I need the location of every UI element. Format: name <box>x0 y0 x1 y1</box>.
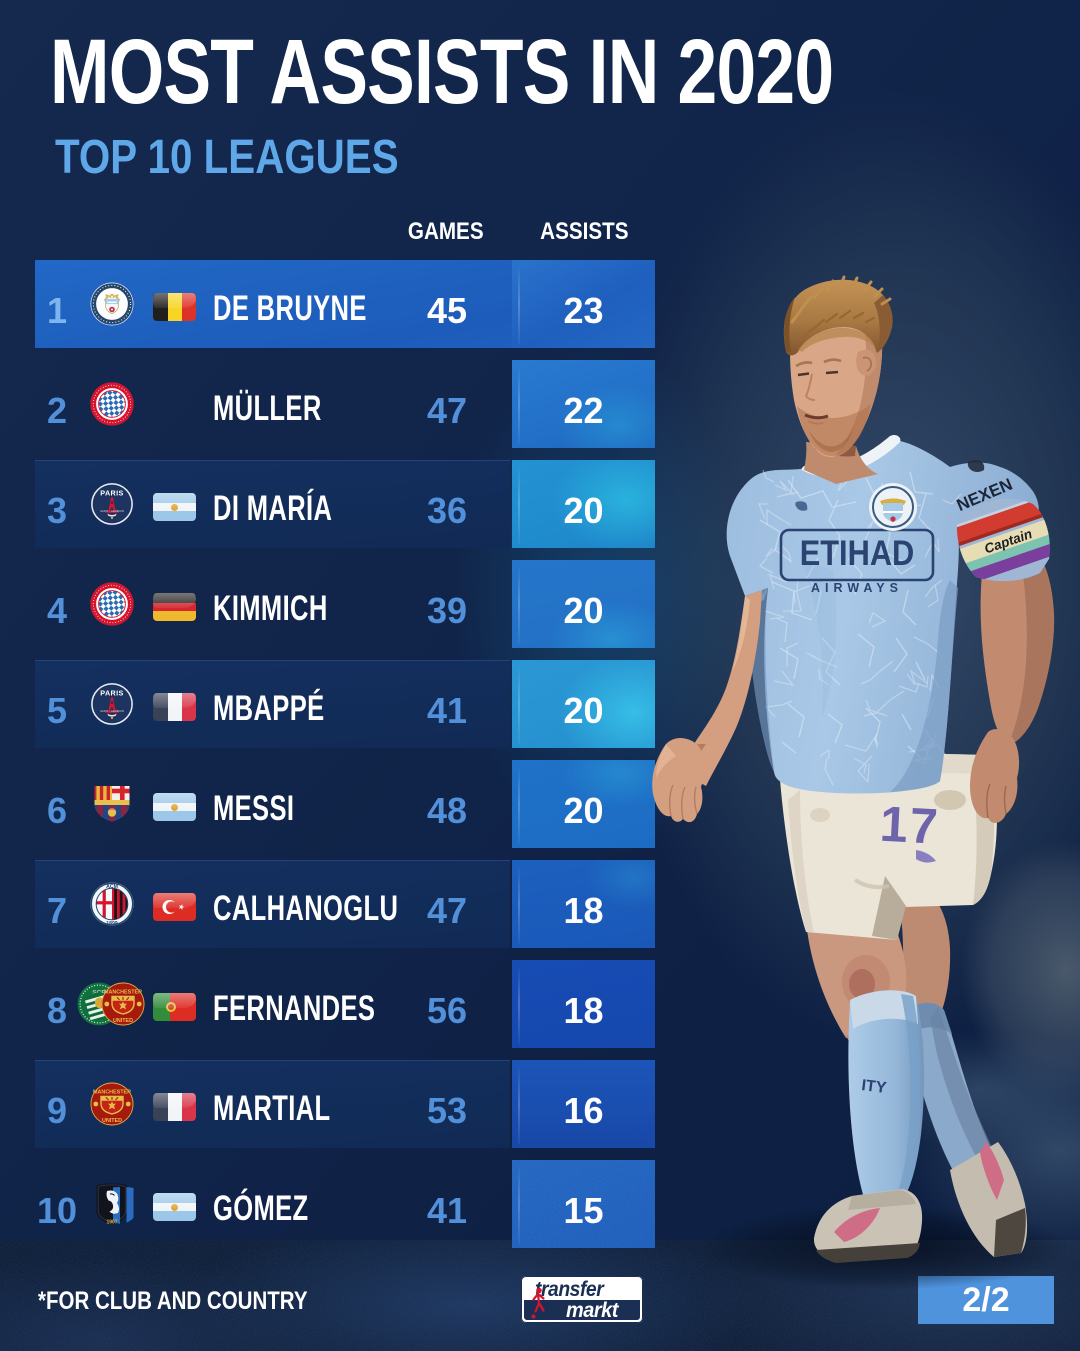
svg-text:AIRWAYS: AIRWAYS <box>811 581 903 595</box>
svg-text:SAINT - GERMAIN: SAINT - GERMAIN <box>100 509 124 513</box>
svg-text:SAINT - GERMAIN: SAINT - GERMAIN <box>100 709 124 713</box>
svg-text:17: 17 <box>879 796 941 855</box>
svg-text:MANCHESTER: MANCHESTER <box>104 990 142 996</box>
svg-text:1899: 1899 <box>106 921 118 926</box>
svg-text:1907: 1907 <box>106 1220 117 1226</box>
svg-text:UNITED: UNITED <box>102 1118 122 1124</box>
svg-text:PARIS: PARIS <box>100 489 123 498</box>
svg-text:ETIHAD: ETIHAD <box>800 533 915 572</box>
svg-text:MANCHESTER: MANCHESTER <box>93 1090 131 1096</box>
svg-text:PARIS: PARIS <box>100 689 123 698</box>
svg-text:ACM: ACM <box>106 884 118 890</box>
svg-text:ITY: ITY <box>861 1077 888 1097</box>
svg-text:UNITED: UNITED <box>113 1018 133 1024</box>
